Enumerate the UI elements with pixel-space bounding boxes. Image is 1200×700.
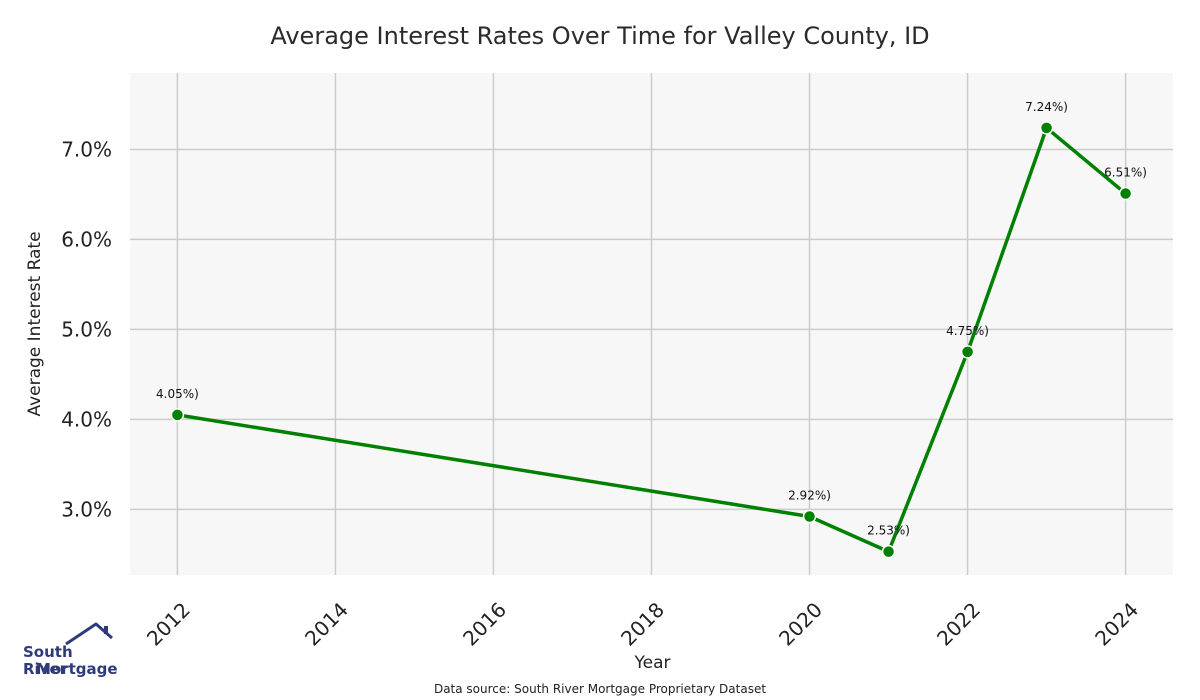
y-tick-label: 5.0% [61, 317, 112, 341]
data-label: 4.75%) [946, 324, 989, 338]
company-logo: South River Mortgage [20, 622, 120, 682]
data-point [881, 544, 896, 559]
y-tick-label: 7.0% [61, 137, 112, 161]
grid-lines [130, 73, 1173, 575]
x-tick-label: 2018 [616, 598, 669, 651]
house-roof-icon [65, 622, 113, 646]
source-note: Data source: South River Mortgage Propri… [433, 682, 767, 696]
x-tick-label: 2022 [932, 598, 985, 651]
y-tick-label: 3.0% [61, 497, 112, 521]
series-line [177, 126, 1127, 554]
x-axis-ticks: 2012 2014 2016 2018 2020 2022 2024 [142, 598, 1143, 651]
chart-title: Average Interest Rates Over Time for Val… [270, 22, 930, 50]
data-point [960, 345, 975, 359]
x-tick-label: 2016 [458, 598, 511, 651]
x-tick-label: 2020 [774, 598, 827, 651]
y-tick-label: 4.0% [61, 407, 112, 431]
data-point [1118, 186, 1133, 201]
x-axis-label: Year [634, 653, 671, 673]
logo-text-line2: Mortgage [36, 660, 118, 678]
y-axis-ticks: 3.0% 4.0% 5.0% 6.0% 7.0% [61, 137, 112, 521]
series-layer: 4.05%) 2.92%) 2.53%) 4.75%) 7.24%) 6.51%) [156, 100, 1147, 559]
x-tick-label: 2012 [142, 598, 195, 651]
y-axis-label: Average Interest Rate [25, 231, 45, 416]
data-label: 2.92%) [788, 489, 831, 503]
y-tick-label: 6.0% [61, 227, 112, 251]
data-label: 6.51%) [1104, 166, 1147, 180]
data-label: 7.24%) [1025, 100, 1068, 114]
data-point [1039, 121, 1054, 135]
data-point [802, 509, 817, 524]
x-tick-label: 2014 [300, 598, 353, 651]
x-tick-label: 2024 [1090, 598, 1143, 651]
logo-text-line1: South River [23, 643, 73, 678]
data-point [170, 408, 185, 422]
data-label: 4.05%) [156, 387, 199, 401]
data-label: 2.53%) [867, 524, 910, 538]
